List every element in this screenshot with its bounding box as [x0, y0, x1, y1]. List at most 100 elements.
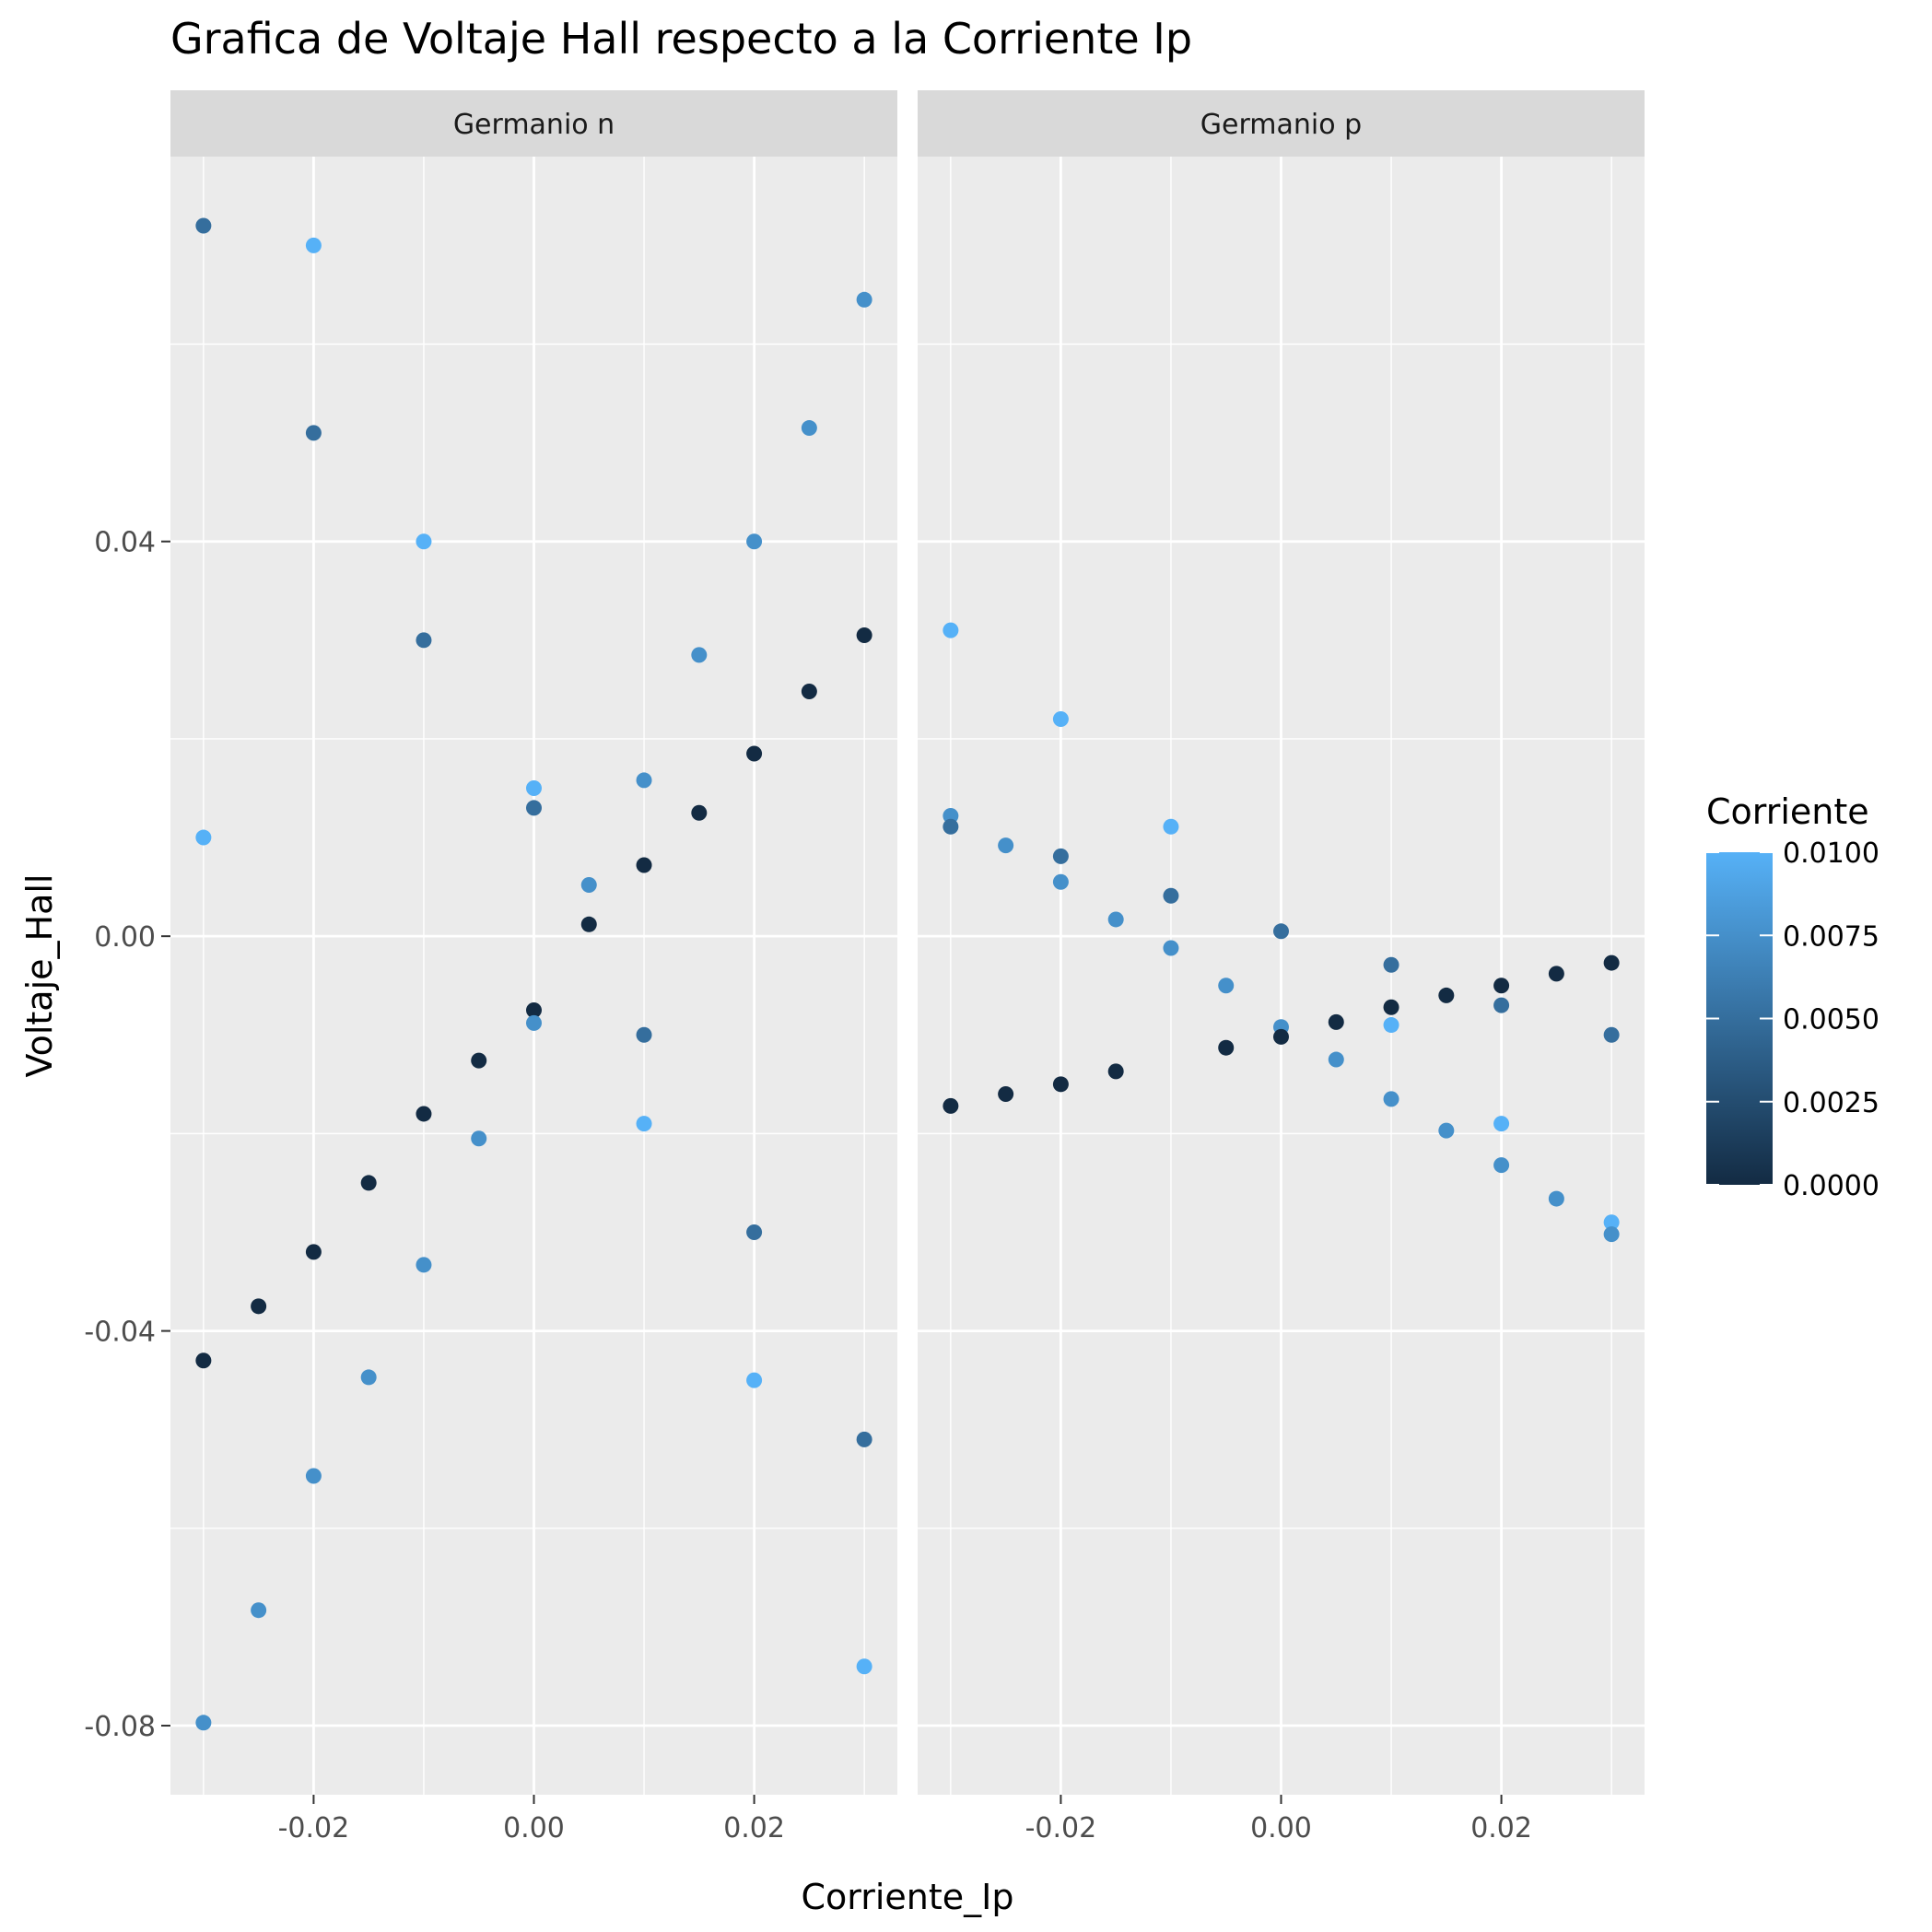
points-left [195, 217, 872, 1731]
data-point [305, 425, 322, 441]
data-point [1438, 1122, 1455, 1139]
data-point [195, 829, 212, 846]
x-tick-label: 0.00 [1250, 1812, 1312, 1844]
data-point [416, 1106, 432, 1122]
data-point [1052, 848, 1069, 864]
data-point [1273, 1028, 1289, 1045]
grid-left [170, 157, 897, 1795]
data-point [1383, 999, 1399, 1015]
legend-title: Corriente [1706, 791, 1869, 832]
data-point [1603, 1226, 1620, 1243]
data-point [526, 1014, 542, 1031]
data-point [856, 626, 872, 643]
data-point [856, 1658, 872, 1675]
legend-tick-label: 0.0075 [1783, 920, 1879, 953]
data-point [1052, 711, 1069, 728]
data-point [195, 1352, 212, 1369]
data-point [943, 622, 959, 638]
data-point [943, 818, 959, 835]
data-point [691, 647, 708, 663]
data-point [1493, 978, 1510, 994]
data-point [943, 807, 959, 824]
data-point [416, 533, 432, 550]
data-point [998, 1086, 1014, 1103]
data-point [526, 1001, 542, 1018]
x-tick-label: 0.00 [503, 1812, 565, 1844]
x-ticks-right: -0.02 0.00 0.02 [1025, 1795, 1532, 1844]
data-point [251, 1602, 267, 1619]
data-point [195, 217, 212, 234]
data-point [526, 800, 542, 816]
data-point [305, 1468, 322, 1484]
data-point [195, 1715, 212, 1731]
y-axis-title: Voltaje_Hall [19, 874, 60, 1078]
data-point [746, 533, 763, 550]
data-point [746, 745, 763, 762]
chart-title: Grafica de Voltaje Hall respecto a la Co… [170, 14, 1192, 64]
x-axis-title: Corriente_Ip [802, 1877, 1014, 1917]
data-point [636, 1116, 652, 1132]
y-axis-ticks: -0.08 -0.04 0.00 0.04 [84, 527, 170, 1743]
data-point [1107, 911, 1124, 928]
points-right [943, 622, 1620, 1243]
data-point [1438, 987, 1455, 1003]
data-point [1052, 1076, 1069, 1093]
data-point [1163, 940, 1179, 956]
data-point [1493, 1157, 1510, 1174]
data-point [1603, 954, 1620, 971]
data-point [251, 1298, 267, 1315]
facet-panel-right: Germanio p -0.02 0.00 0.02 [918, 90, 1645, 1844]
data-point [1273, 923, 1289, 940]
data-point [636, 857, 652, 873]
data-point [691, 804, 708, 821]
data-point [1163, 818, 1179, 835]
data-point [471, 1052, 487, 1069]
data-point [1218, 978, 1235, 994]
data-point [416, 632, 432, 649]
data-point [998, 837, 1014, 854]
data-point [526, 779, 542, 796]
data-point [1328, 1013, 1344, 1030]
strip-label-right: Germanio p [1200, 109, 1362, 141]
y-tick-label: 0.04 [94, 527, 156, 559]
data-point [1493, 997, 1510, 1013]
x-tick-label: -0.02 [1025, 1812, 1097, 1844]
data-point [1383, 1017, 1399, 1034]
data-point [471, 1130, 487, 1147]
data-point [856, 1431, 872, 1447]
legend-tick-label: 0.0025 [1783, 1087, 1879, 1119]
data-point [636, 772, 652, 789]
data-point [856, 291, 872, 308]
data-point [1383, 956, 1399, 973]
data-point [1548, 1190, 1564, 1207]
data-point [1328, 1051, 1344, 1068]
legend-tick-label: 0.0050 [1783, 1004, 1879, 1036]
x-ticks-left: -0.02 0.00 0.02 [278, 1795, 785, 1844]
x-tick-label: -0.02 [278, 1812, 350, 1844]
data-point [1107, 1063, 1124, 1080]
data-point [1493, 1116, 1510, 1132]
data-point [360, 1369, 377, 1386]
facet-panel-left: Germanio n -0.02 0.00 0.02 [170, 90, 897, 1844]
data-point [801, 420, 817, 437]
data-point [305, 1244, 322, 1260]
data-point [943, 1097, 959, 1114]
x-tick-label: 0.02 [723, 1812, 785, 1844]
x-tick-label: 0.02 [1470, 1812, 1532, 1844]
y-tick-label: -0.08 [84, 1711, 156, 1743]
data-point [636, 1026, 652, 1043]
data-point [746, 1372, 763, 1388]
data-point [746, 1224, 763, 1240]
y-tick-label: 0.00 [94, 921, 156, 954]
data-point [1603, 1026, 1620, 1043]
grid-right [918, 157, 1645, 1795]
data-point [580, 876, 597, 893]
data-point [801, 684, 817, 700]
data-point [1218, 1039, 1235, 1056]
data-point [1052, 873, 1069, 890]
legend-ticks: 0.0000 0.0025 0.0050 0.0075 0.0100 [1706, 837, 1879, 1202]
data-point [580, 916, 597, 932]
legend: Corriente 0.0000 0.0025 0.0050 0.0075 0.0100 [1706, 791, 1879, 1202]
data-point [360, 1175, 377, 1191]
